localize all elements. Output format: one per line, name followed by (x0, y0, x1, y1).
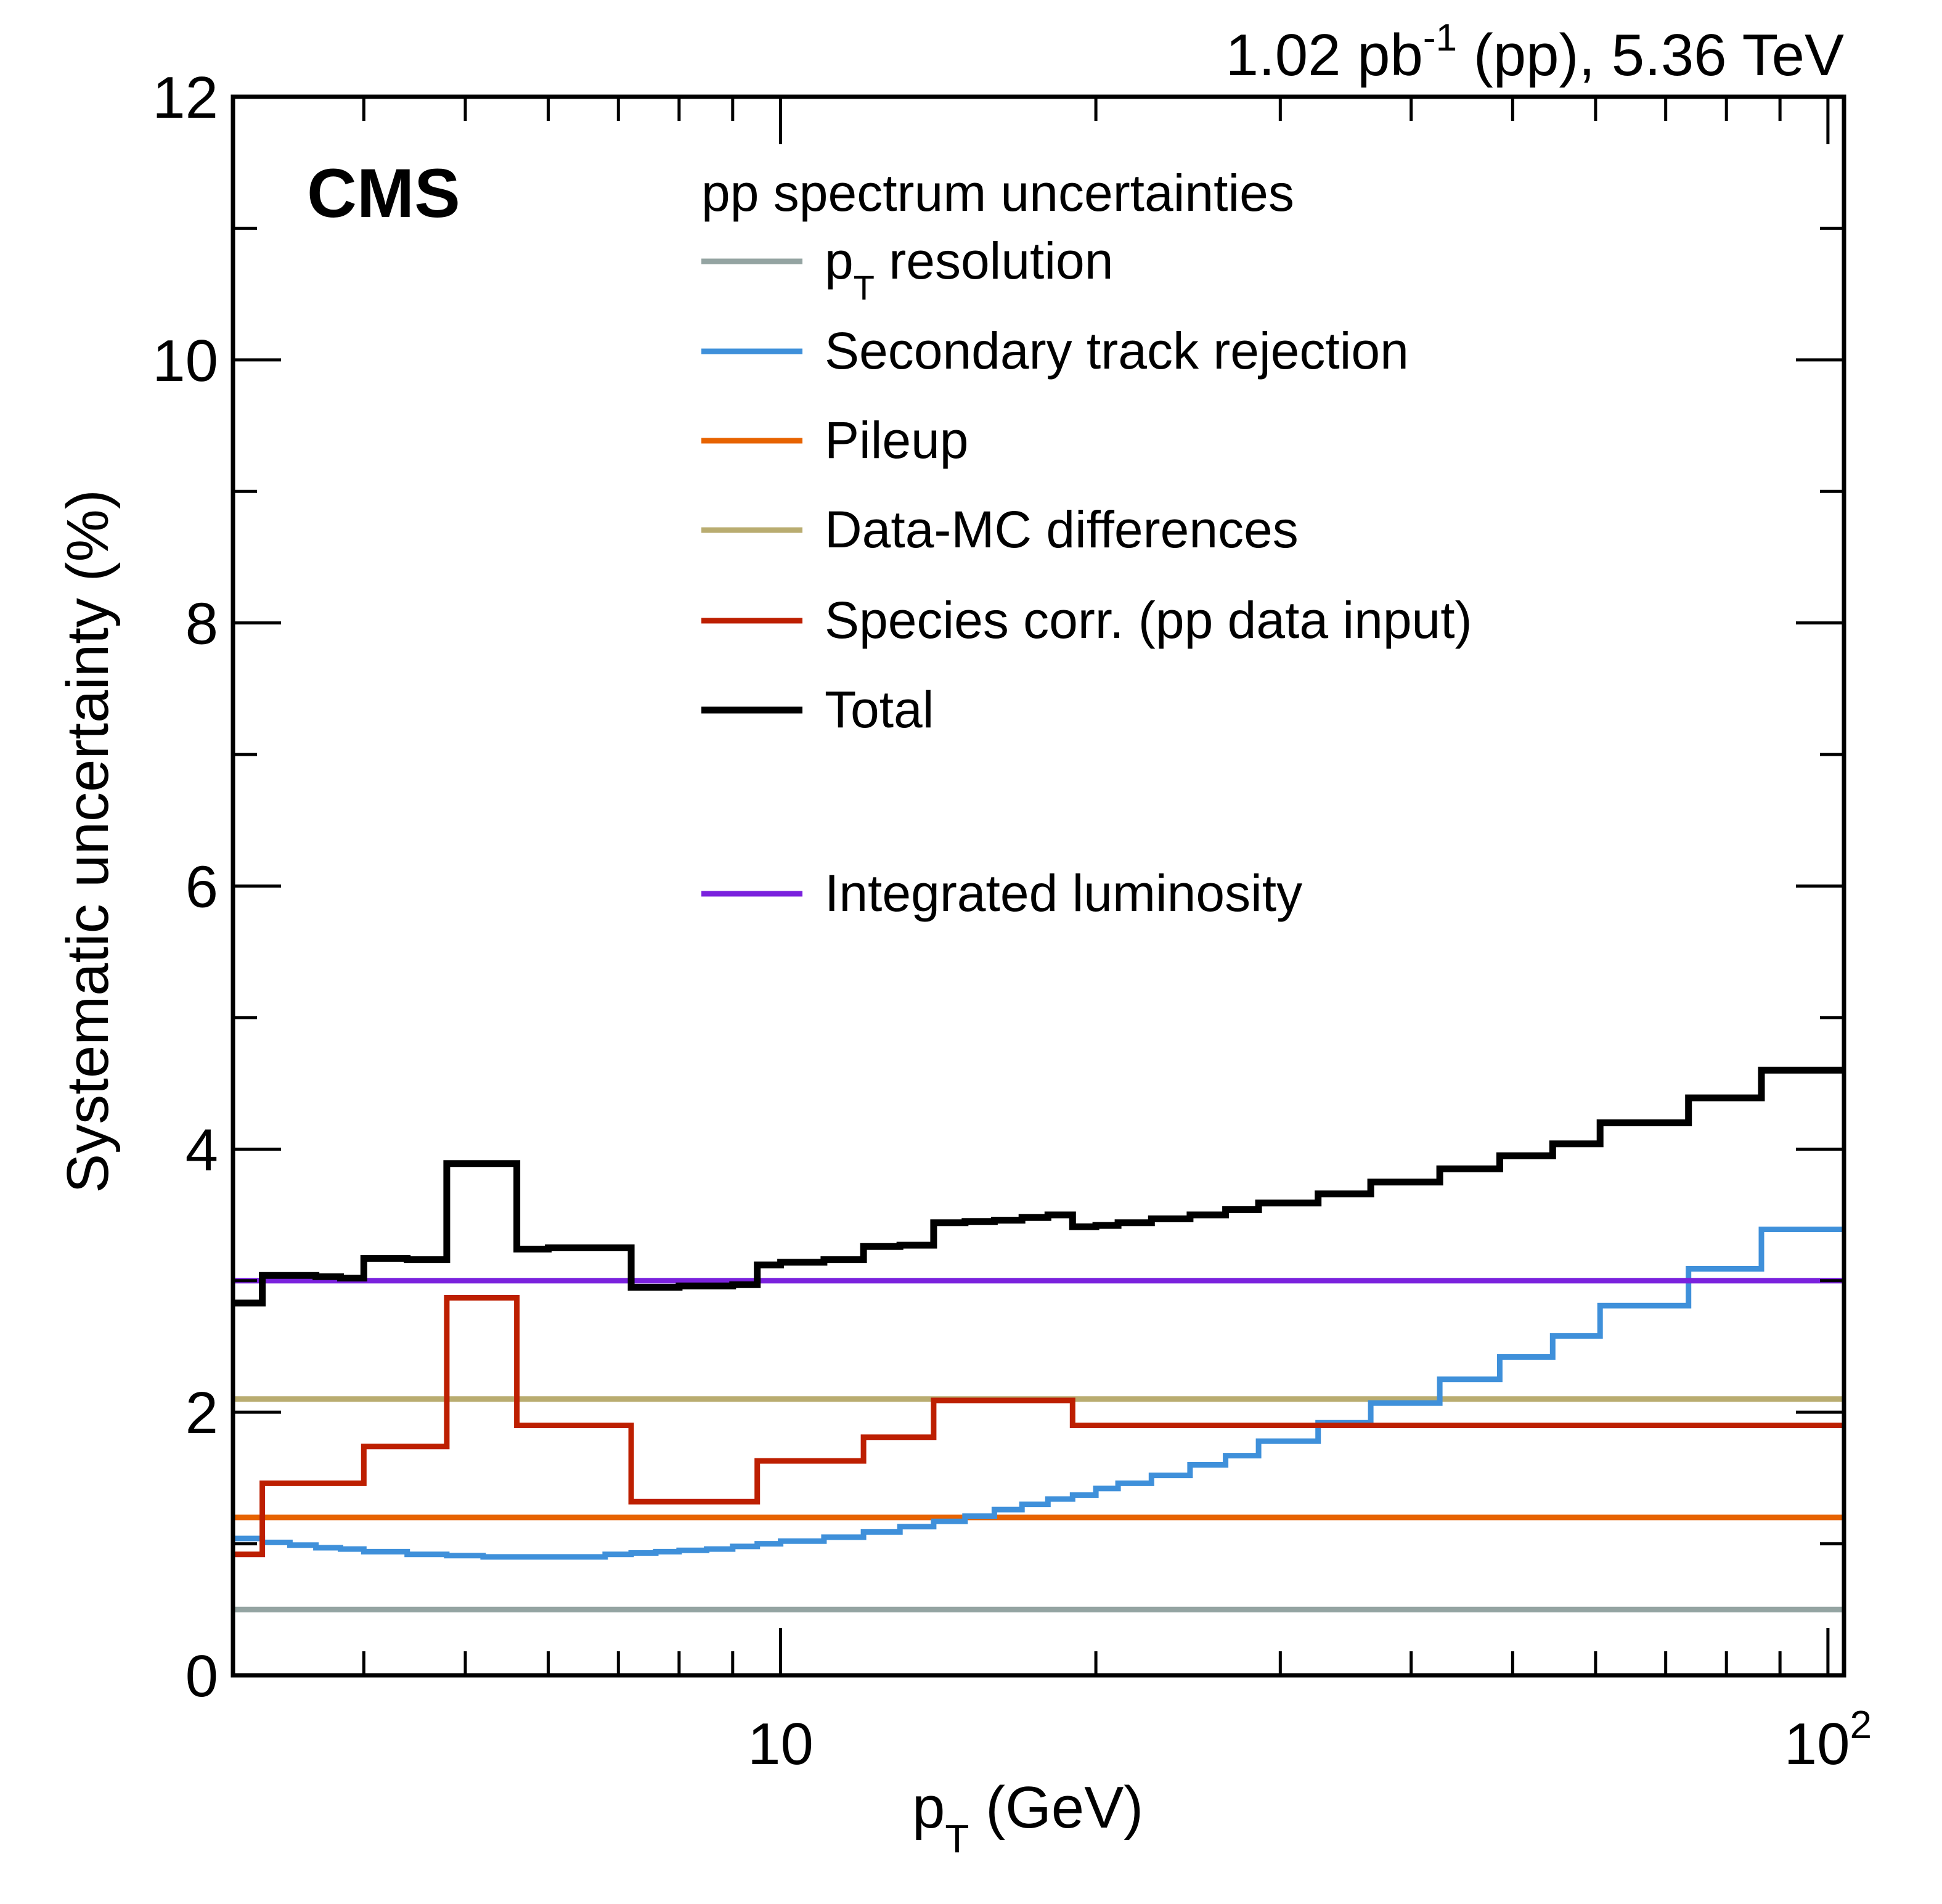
y-tick-label: 12 (152, 65, 218, 131)
series-total (233, 1066, 1844, 1307)
legend-entries: pT resolution Secondary track rejection Pi… (701, 232, 1472, 922)
legend-entry-species-corr-pp-data-input: Species corr. (pp data input) (701, 591, 1472, 649)
y-tick-label: 8 (186, 591, 218, 657)
tick-label-layer: 0 2 4 6 8 10 12 10 102 (152, 65, 1872, 1777)
x-axis-title: pT (GeV) (912, 1775, 1143, 1861)
legend-title: pp spectrum uncertainties (701, 164, 1294, 222)
legend-entry-integrated-luminosity: Integrated luminosity (701, 864, 1302, 922)
legend-label: Data-MC differences (825, 501, 1299, 558)
legend-label: Pileup (825, 411, 969, 469)
series-layer (233, 1066, 1844, 1612)
y-tick-label: 0 (186, 1643, 218, 1709)
legend-label: pT resolution (825, 232, 1114, 307)
legend-label: Species corr. (pp data input) (825, 591, 1472, 649)
legend-entry-pt-resolution: pT resolution (701, 232, 1114, 307)
legend-entry-pileup: Pileup (701, 411, 969, 469)
y-axis-title: Systematic uncertainty (%) (55, 489, 121, 1193)
legend-label: Total (825, 680, 934, 738)
x-tick-label: 102 (1784, 1702, 1872, 1777)
x-tick-label: 10 (748, 1711, 814, 1777)
legend-entry-secondary-track-rejection: Secondary track rejection (701, 322, 1409, 380)
legend: pp spectrum uncertainties pT resolution S… (701, 164, 1472, 922)
legend-entry-data-mc-differences: Data-MC differences (701, 501, 1299, 558)
y-tick-label: 6 (186, 854, 218, 920)
cms-label: CMS (307, 155, 460, 232)
plot-frame (231, 94, 1846, 1678)
lumi-energy-header: 1.02 pb-1 (pp), 5.36 TeV (1226, 17, 1844, 88)
legend-label: Integrated luminosity (825, 864, 1302, 922)
tick-layer (233, 95, 1844, 1677)
series-species-corr-pp-data-input (233, 1295, 1844, 1558)
y-tick-label: 4 (186, 1117, 218, 1183)
legend-label: Secondary track rejection (825, 322, 1409, 380)
legend-entry-total: Total (701, 680, 934, 738)
series-secondary-track-rejection (233, 1227, 1844, 1560)
y-tick-label: 2 (186, 1380, 218, 1446)
y-tick-label: 10 (152, 328, 218, 394)
